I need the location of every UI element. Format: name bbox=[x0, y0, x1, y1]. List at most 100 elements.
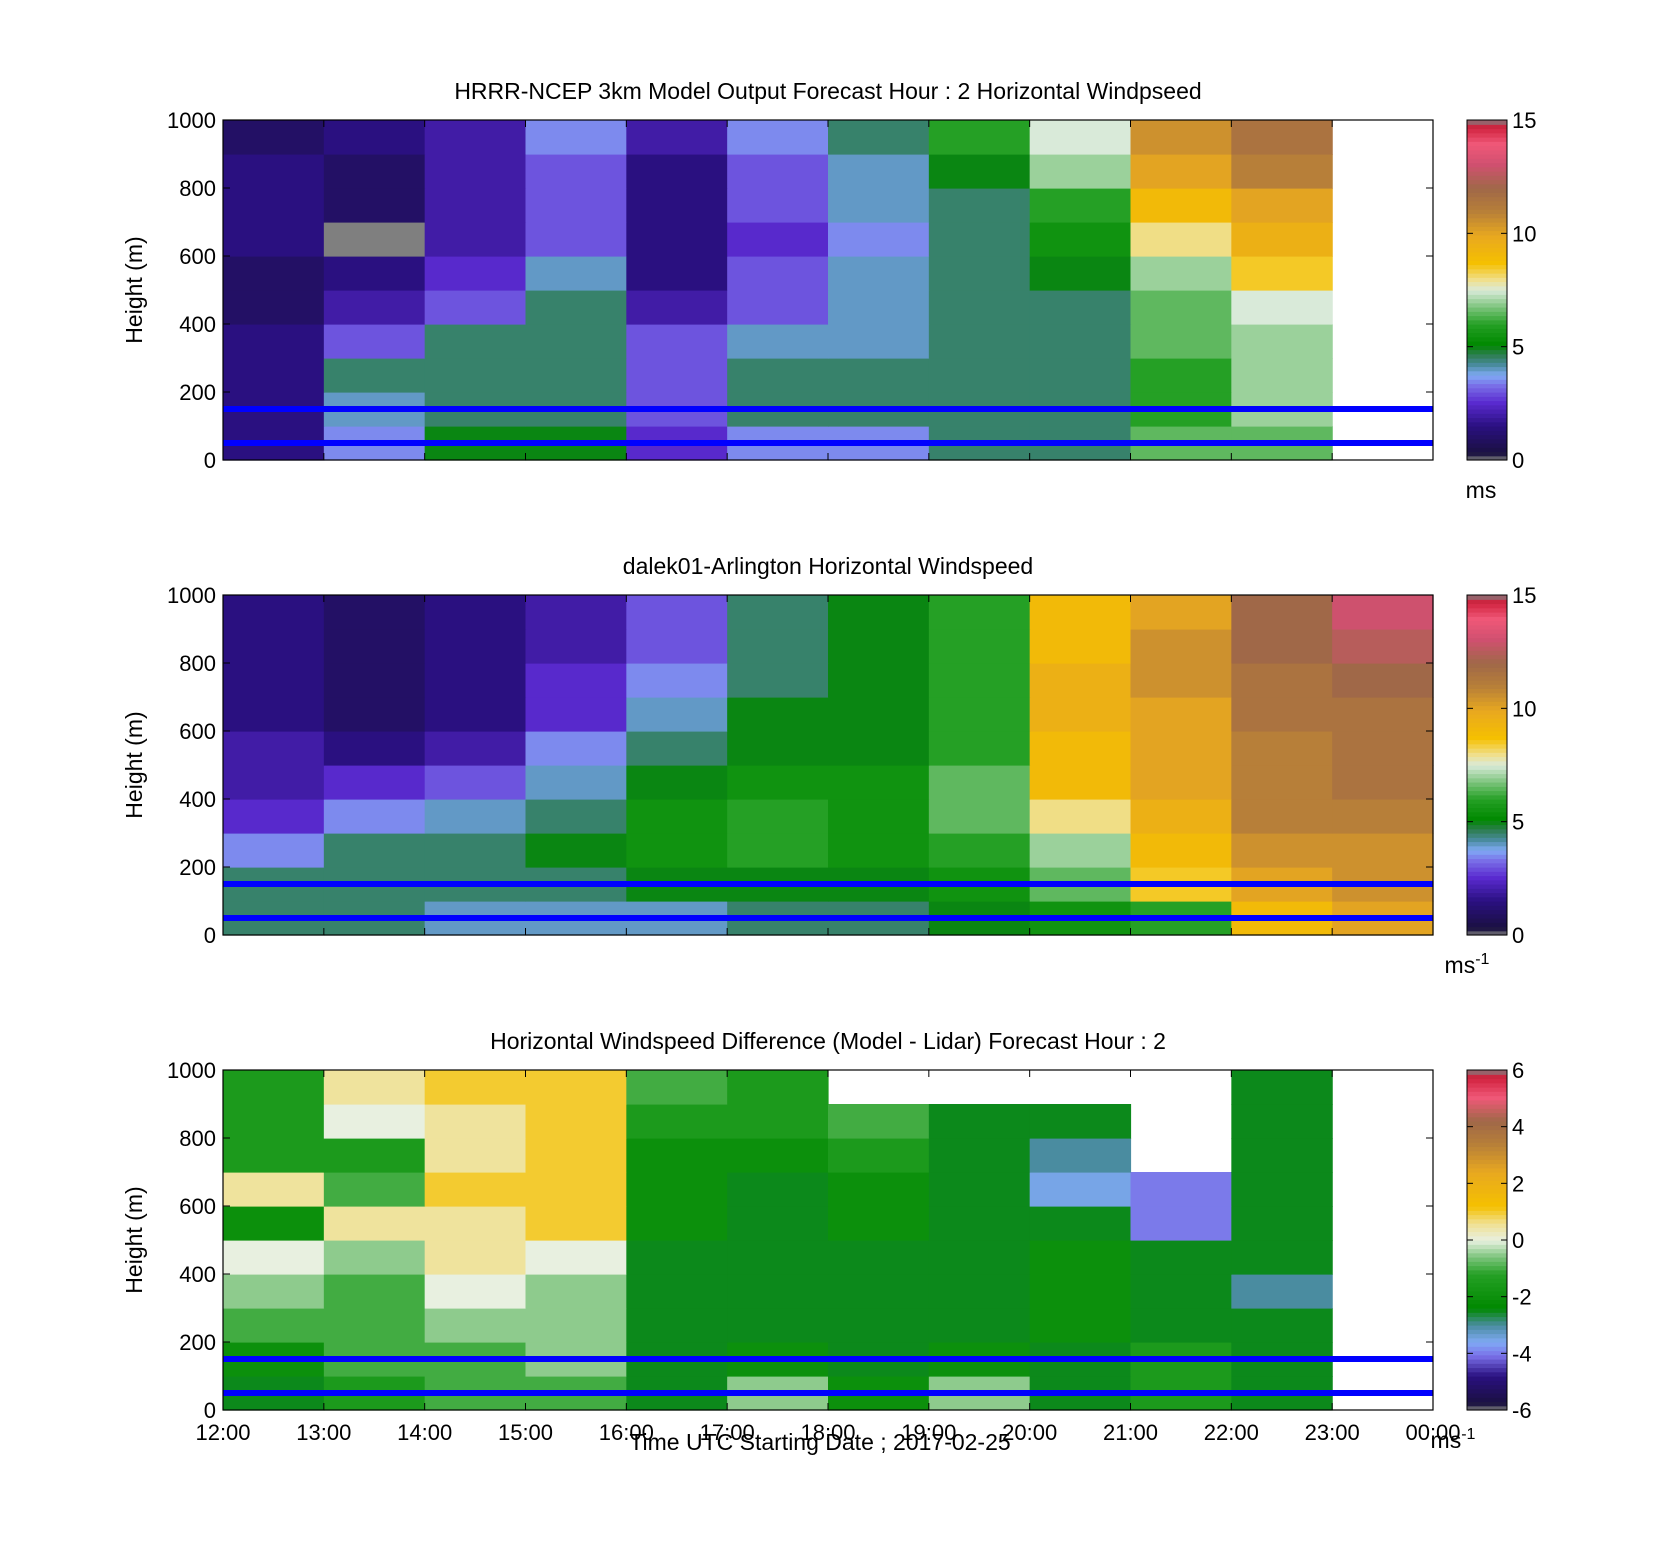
panel1-heatmap-cell bbox=[1231, 256, 1333, 291]
panel3-heatmap-cell bbox=[828, 1240, 930, 1275]
panel3-heatmap-cell bbox=[1130, 1308, 1232, 1343]
panel3-heatmap-cell bbox=[525, 1206, 627, 1241]
panel2-heatmap-cell bbox=[727, 595, 829, 630]
panel3-colorbar-segment bbox=[1467, 1133, 1507, 1139]
panel2-heatmap-cell bbox=[525, 697, 627, 732]
panel2-colorbar-segment bbox=[1467, 599, 1507, 605]
panel3-heatmap-cell bbox=[424, 1104, 527, 1139]
panel1-heatmap-cell bbox=[928, 290, 1031, 325]
panel3-colorbar-segment bbox=[1467, 1295, 1507, 1301]
panel3-colorbar-segment bbox=[1467, 1167, 1507, 1173]
panel2-colorbar-segment bbox=[1467, 765, 1507, 770]
panel1-heatmap-cell bbox=[223, 256, 325, 291]
panel3-colorbar-segment bbox=[1467, 1104, 1507, 1109]
panel2-colorbar-segment bbox=[1467, 701, 1507, 707]
panel1-colorbar-segment bbox=[1467, 268, 1507, 274]
panel2-heatmap-cell bbox=[1130, 765, 1232, 800]
panel2-colorbar-segment bbox=[1467, 867, 1507, 872]
panel2-heatmap-cell bbox=[323, 731, 426, 766]
panel2-colorbar-segment bbox=[1467, 854, 1507, 860]
panel2-colorbar-segment bbox=[1467, 692, 1507, 698]
panel1-heatmap-cell bbox=[727, 120, 829, 155]
panel3-colorbar-segment bbox=[1467, 1235, 1507, 1241]
panel3-colorbar-segment bbox=[1467, 1116, 1507, 1122]
panel3-colorbar-tick-label: 6 bbox=[1512, 1058, 1524, 1083]
panel2-colorbar-segment bbox=[1467, 807, 1507, 813]
panel2-heatmap-cell bbox=[525, 629, 627, 664]
panel3-heatmap-cell bbox=[424, 1206, 527, 1241]
panel3-colorbar-segment bbox=[1467, 1189, 1507, 1194]
panel3-heatmap-cell bbox=[525, 1240, 627, 1275]
panel2-heatmap-cell bbox=[928, 697, 1031, 732]
panel1-heatmap-cell bbox=[1231, 290, 1333, 325]
panel1-colorbar-segment bbox=[1467, 434, 1507, 440]
panel2-colorbar-segment bbox=[1467, 833, 1507, 838]
panel1-heatmap-cell bbox=[1130, 256, 1232, 291]
panel2-colorbar-segment bbox=[1467, 918, 1507, 923]
panel3-heatmap-cell bbox=[1029, 1172, 1132, 1207]
panel2-heatmap-cell bbox=[1130, 595, 1232, 630]
panel3-colorbar-segment bbox=[1467, 1074, 1507, 1080]
panel1-colorbar-segment bbox=[1467, 158, 1507, 164]
panel1-colorbar-segment bbox=[1467, 341, 1507, 346]
panel1-heatmap-cell bbox=[323, 120, 426, 155]
panel2-colorbar-tick-label: 15 bbox=[1512, 583, 1536, 608]
panel2-heatmap-cell bbox=[323, 663, 426, 698]
panel2-heatmap-cell bbox=[626, 629, 728, 664]
panel2-heatmap-cell bbox=[223, 697, 325, 732]
panel2-heatmap-cell bbox=[424, 765, 527, 800]
panel2-heatmap-cell bbox=[1130, 629, 1232, 664]
panel2-colorbar-segment bbox=[1467, 616, 1507, 622]
panel1-colorbar-segment bbox=[1467, 451, 1507, 457]
panel1-colorbar-segment bbox=[1467, 375, 1507, 380]
panel2-heatmap-cell bbox=[1231, 731, 1333, 766]
panel1-colorbar-segment bbox=[1467, 239, 1507, 244]
panel2-colorbar-segment bbox=[1467, 671, 1507, 677]
panel3-colorbar-segment bbox=[1467, 1376, 1507, 1381]
panel2-colorbar-segment bbox=[1467, 777, 1507, 783]
panel3-heatmap-cell bbox=[424, 1274, 527, 1309]
panel1-heatmap-cell bbox=[323, 154, 426, 189]
panel2-colorbar-segment bbox=[1467, 650, 1507, 656]
panel1-colorbar-segment bbox=[1467, 264, 1507, 270]
panel1-colorbar-segment bbox=[1467, 315, 1507, 321]
panel2-colorbar-segment bbox=[1467, 709, 1507, 715]
panel3-heatmap-cell bbox=[626, 1308, 728, 1343]
panel2-colorbar-segment bbox=[1467, 845, 1507, 851]
panel3-colorbar-segment bbox=[1467, 1201, 1507, 1207]
panel3-colorbar-segment bbox=[1467, 1316, 1507, 1322]
panel1-colorbar-tick-label: 5 bbox=[1512, 335, 1524, 360]
panel3-heatmap-cell bbox=[928, 1308, 1031, 1343]
panel2-heatmap-cell bbox=[1231, 833, 1333, 868]
panel3-heatmap-cell bbox=[928, 1138, 1031, 1173]
panel1-colorbar-segment bbox=[1467, 154, 1507, 159]
panel3-heatmap-cell bbox=[1130, 1172, 1232, 1207]
panel3-colorbar-segment bbox=[1467, 1380, 1507, 1386]
panel1-heatmap-cell bbox=[828, 358, 930, 393]
panel2-heatmap-cell bbox=[1029, 663, 1132, 698]
panel2-colorbar-segment bbox=[1467, 633, 1507, 639]
panel1-colorbar-segment bbox=[1467, 137, 1507, 142]
panel2-colorbar-segment bbox=[1467, 850, 1507, 855]
panel2-colorbar-segment bbox=[1467, 705, 1507, 711]
panel3-colorbar-segment bbox=[1467, 1180, 1507, 1186]
panel1-colorbar-segment bbox=[1467, 447, 1507, 453]
panel2-colorbar-segment bbox=[1467, 680, 1507, 685]
panel2-heatmap-cell bbox=[828, 663, 930, 698]
panel2-heatmap-cell bbox=[1231, 629, 1333, 664]
panel1-heatmap-cell bbox=[323, 290, 426, 325]
panel2-heatmap-cell bbox=[1332, 833, 1434, 868]
panel3-heatmap-cell bbox=[828, 1274, 930, 1309]
panel3-colorbar-segment bbox=[1467, 1159, 1507, 1165]
panel2-colorbar-segment bbox=[1467, 896, 1507, 902]
panel1-heatmap-cell bbox=[323, 358, 426, 393]
panel1-heatmap-cell bbox=[626, 324, 728, 359]
panel2-heatmap-cell bbox=[223, 629, 325, 664]
panel2-y-tick-label: 800 bbox=[179, 651, 216, 676]
panel3-colorbar-tick-label: 4 bbox=[1512, 1115, 1524, 1140]
panel2-colorbar-segment bbox=[1467, 871, 1507, 877]
panel1-colorbar-segment bbox=[1467, 298, 1507, 304]
panel3-heatmap-cell bbox=[1231, 1206, 1333, 1241]
panel2-heatmap-cell bbox=[1231, 799, 1333, 834]
panel3-heatmap-cell bbox=[223, 1172, 325, 1207]
